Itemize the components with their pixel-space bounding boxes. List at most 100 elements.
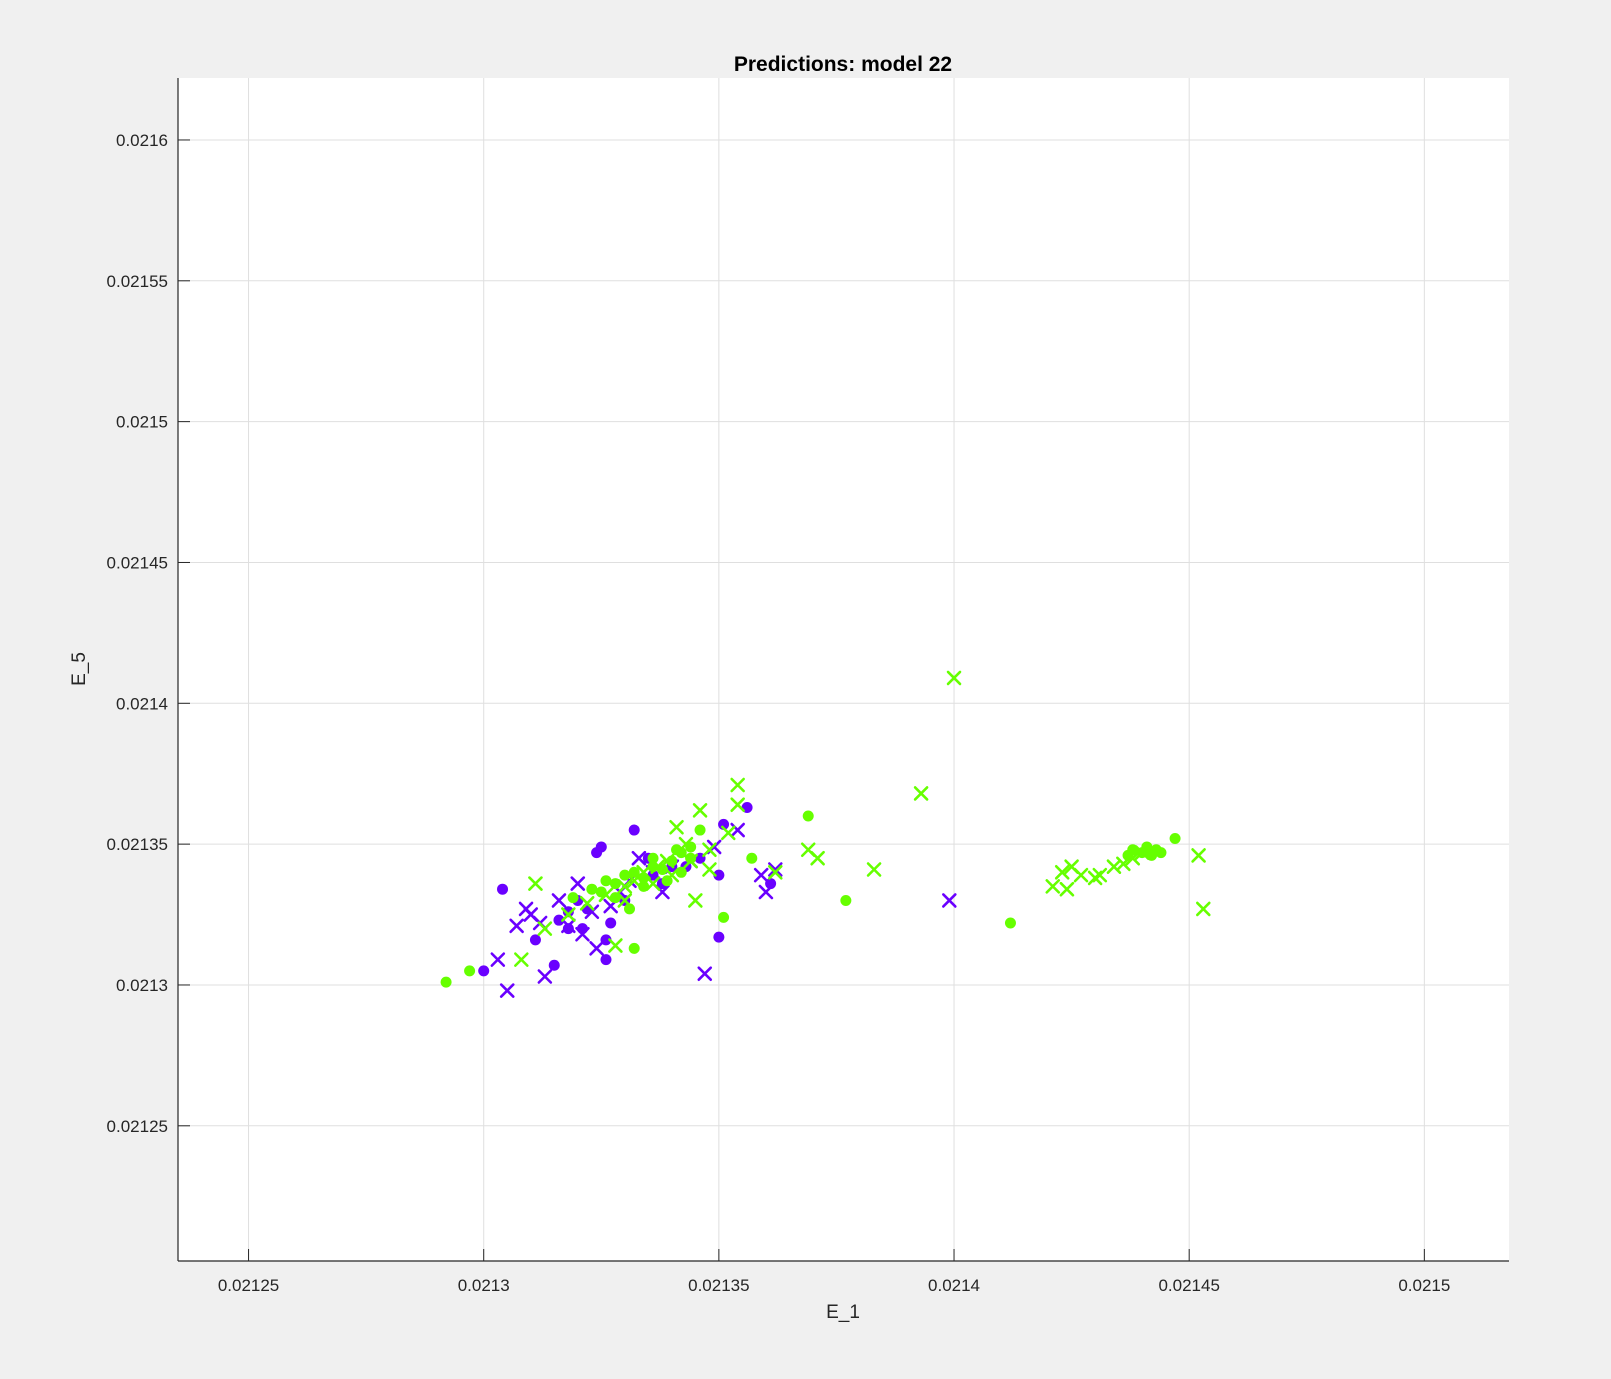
x-tick-label: 0.0214 — [928, 1276, 980, 1295]
data-point-x — [683, 853, 698, 869]
data-point-x — [608, 938, 623, 953]
data-point-x — [589, 941, 604, 956]
x-tick-label: 0.0213 — [458, 1276, 510, 1295]
data-point-x — [499, 983, 515, 998]
data-point-x — [659, 853, 675, 869]
data-point-x — [702, 862, 717, 877]
x-tick-labels: 0.02125 0.0213 0.02135 0.0214 0.02145 0.0215 — [218, 1276, 1451, 1295]
data-point-x — [1073, 867, 1089, 883]
data-point-x — [942, 893, 957, 908]
data-point-x — [692, 803, 708, 818]
data-point-x — [688, 893, 703, 908]
data-point-x — [730, 797, 745, 812]
data-point-x — [730, 777, 745, 793]
data-point-x — [523, 907, 539, 922]
data-point-x — [1134, 845, 1150, 860]
grid-lines — [178, 78, 1509, 1261]
x-tick-label: 0.0215 — [1398, 1276, 1450, 1295]
y-tick-label: 0.02155 — [107, 272, 168, 291]
data-point-x — [579, 895, 595, 911]
data-point-x — [570, 876, 586, 891]
data-point-x — [650, 859, 666, 874]
y-tick-label: 0.0214 — [116, 694, 168, 713]
data-point-x — [631, 850, 647, 866]
data-points — [440, 670, 1211, 998]
data-point-circle — [605, 917, 617, 929]
data-point-circle — [595, 886, 607, 898]
data-point-x — [758, 884, 774, 900]
data-point-x — [946, 670, 962, 686]
data-point-x — [1191, 848, 1206, 863]
data-point-x — [575, 926, 590, 942]
data-point-x — [866, 862, 882, 877]
data-point-circle — [586, 883, 598, 895]
data-point-x — [1054, 865, 1070, 880]
data-point-circle — [628, 866, 640, 878]
data-point-circle — [440, 976, 452, 988]
data-point-circle — [1155, 847, 1167, 859]
y-tick-label: 0.02145 — [107, 553, 168, 572]
data-point-x — [753, 867, 769, 883]
plot-area — [178, 78, 1509, 1261]
data-point-circle — [600, 954, 612, 966]
x-tick-label: 0.02125 — [218, 1276, 279, 1295]
data-point-x — [617, 893, 633, 908]
data-point-x — [1092, 867, 1108, 883]
x-tick-label: 0.02145 — [1158, 1276, 1219, 1295]
data-point-x — [913, 786, 929, 801]
data-point-circle — [497, 883, 509, 895]
x-axis-label: E_1 — [826, 1302, 860, 1323]
data-point-x — [645, 876, 661, 891]
data-point-circle — [553, 914, 565, 926]
data-point-circle — [464, 965, 476, 977]
data-point-x — [1195, 901, 1211, 917]
data-point-x — [561, 907, 576, 922]
data-point-x — [509, 918, 524, 934]
data-point-circle — [840, 894, 852, 906]
data-point-circle — [567, 892, 579, 904]
data-point-circle — [685, 841, 697, 853]
data-point-circle — [1004, 917, 1016, 929]
data-point-circle — [713, 869, 725, 881]
data-point-circle — [600, 875, 612, 887]
data-point-circle — [548, 959, 560, 971]
data-point-x — [584, 904, 600, 920]
data-point-x — [561, 918, 576, 934]
data-point-circle — [624, 903, 636, 915]
data-point-circle — [671, 844, 683, 856]
chart-title: Predictions: model 22 — [734, 53, 952, 76]
data-point-x — [537, 969, 553, 984]
y-tick-label: 0.02135 — [107, 835, 168, 854]
data-point-x — [768, 865, 783, 880]
data-point-circle — [562, 906, 574, 918]
y-tick-label: 0.0215 — [116, 413, 168, 432]
data-point-circle — [713, 931, 725, 943]
data-point-x — [598, 887, 614, 903]
data-point-x — [1045, 879, 1061, 894]
data-point-x — [702, 842, 717, 858]
data-point-x — [678, 836, 694, 852]
data-point-x — [551, 893, 567, 908]
data-point-circle — [656, 863, 668, 875]
data-point-circle — [694, 824, 706, 836]
data-point-x — [528, 876, 543, 891]
data-point-x — [1059, 881, 1075, 897]
data-point-x — [669, 819, 684, 835]
data-point-circle — [478, 965, 490, 977]
axes — [177, 78, 1509, 1262]
data-point-x — [617, 879, 633, 894]
data-point-x — [664, 867, 680, 883]
data-point-circle — [619, 869, 631, 881]
data-point-x — [768, 862, 783, 877]
data-point-x — [1125, 850, 1141, 866]
data-point-x — [537, 921, 553, 936]
data-point-x — [720, 825, 736, 841]
data-point-circle — [562, 923, 574, 935]
data-point-circle — [746, 852, 758, 864]
data-point-circle — [685, 852, 697, 864]
data-point-circle — [529, 934, 541, 946]
data-point-x — [810, 850, 825, 866]
data-point-x — [636, 865, 651, 880]
